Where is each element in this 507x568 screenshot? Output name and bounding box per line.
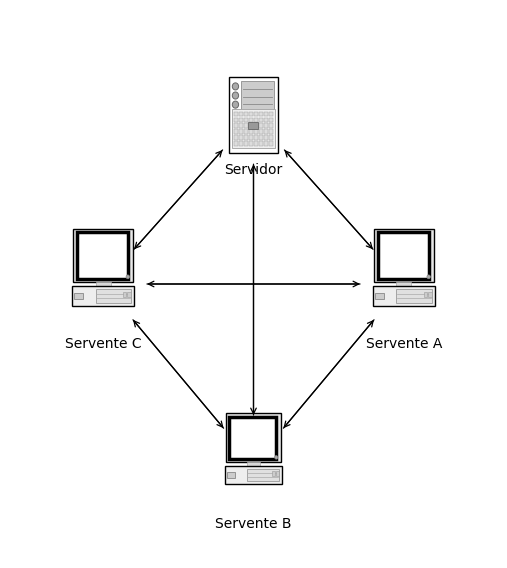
Bar bbox=[229, 416, 276, 459]
Text: Servente A: Servente A bbox=[366, 337, 442, 352]
Bar bbox=[127, 291, 131, 298]
Bar bbox=[234, 111, 238, 116]
Bar bbox=[229, 77, 278, 153]
Bar bbox=[375, 293, 384, 299]
Bar bbox=[246, 469, 279, 481]
Bar bbox=[254, 118, 258, 122]
Bar bbox=[244, 135, 248, 140]
Bar bbox=[249, 111, 253, 116]
Bar bbox=[374, 229, 434, 282]
Bar bbox=[234, 141, 238, 146]
Bar bbox=[246, 462, 261, 466]
Bar bbox=[96, 282, 111, 286]
Bar bbox=[234, 123, 238, 128]
Bar bbox=[269, 111, 273, 116]
Circle shape bbox=[427, 275, 430, 279]
Bar bbox=[71, 286, 134, 306]
Bar bbox=[269, 130, 273, 134]
Bar bbox=[241, 81, 274, 112]
Bar bbox=[259, 141, 263, 146]
Text: Servidor: Servidor bbox=[225, 163, 282, 177]
Bar bbox=[264, 135, 268, 140]
Bar bbox=[244, 118, 248, 122]
Bar bbox=[254, 141, 258, 146]
Bar bbox=[244, 123, 248, 128]
Bar bbox=[259, 123, 263, 128]
Bar bbox=[239, 123, 243, 128]
Bar bbox=[264, 111, 268, 116]
Bar bbox=[264, 141, 268, 146]
Bar bbox=[259, 118, 263, 122]
Bar bbox=[77, 232, 128, 279]
Circle shape bbox=[232, 101, 239, 108]
Bar bbox=[239, 118, 243, 122]
Bar bbox=[373, 286, 436, 306]
Circle shape bbox=[275, 456, 278, 459]
Bar bbox=[244, 130, 248, 134]
Bar bbox=[259, 130, 263, 134]
Bar bbox=[232, 108, 275, 148]
Bar bbox=[227, 472, 235, 478]
Bar bbox=[272, 471, 275, 477]
Bar bbox=[378, 232, 428, 279]
Bar bbox=[259, 135, 263, 140]
Bar bbox=[424, 291, 427, 298]
Bar bbox=[248, 122, 258, 129]
Bar bbox=[249, 135, 253, 140]
Bar bbox=[249, 141, 253, 146]
Bar bbox=[226, 414, 281, 462]
Bar bbox=[264, 118, 268, 122]
Circle shape bbox=[232, 83, 239, 90]
Bar bbox=[234, 130, 238, 134]
Bar bbox=[254, 130, 258, 134]
Bar bbox=[254, 123, 258, 128]
Bar bbox=[239, 141, 243, 146]
Bar bbox=[73, 229, 133, 282]
Bar bbox=[428, 291, 431, 298]
Bar bbox=[276, 471, 279, 477]
Bar bbox=[264, 123, 268, 128]
Bar bbox=[269, 123, 273, 128]
Bar bbox=[239, 135, 243, 140]
Bar bbox=[244, 141, 248, 146]
Circle shape bbox=[126, 275, 129, 279]
Bar bbox=[254, 135, 258, 140]
Bar bbox=[123, 291, 126, 298]
Bar bbox=[95, 289, 131, 303]
Bar bbox=[239, 130, 243, 134]
Bar bbox=[396, 289, 431, 303]
Bar bbox=[234, 135, 238, 140]
Bar bbox=[269, 141, 273, 146]
Bar bbox=[244, 111, 248, 116]
Bar bbox=[249, 130, 253, 134]
Bar bbox=[254, 111, 258, 116]
Bar bbox=[225, 466, 282, 484]
Bar bbox=[269, 135, 273, 140]
Bar bbox=[74, 293, 83, 299]
Text: Servente B: Servente B bbox=[215, 517, 292, 532]
Bar bbox=[259, 111, 263, 116]
Bar bbox=[249, 123, 253, 128]
Bar bbox=[249, 118, 253, 122]
Bar bbox=[239, 111, 243, 116]
Text: Servente C: Servente C bbox=[65, 337, 141, 352]
Bar bbox=[396, 282, 411, 286]
Bar bbox=[264, 130, 268, 134]
Bar bbox=[269, 118, 273, 122]
Circle shape bbox=[232, 92, 239, 99]
Bar bbox=[234, 118, 238, 122]
